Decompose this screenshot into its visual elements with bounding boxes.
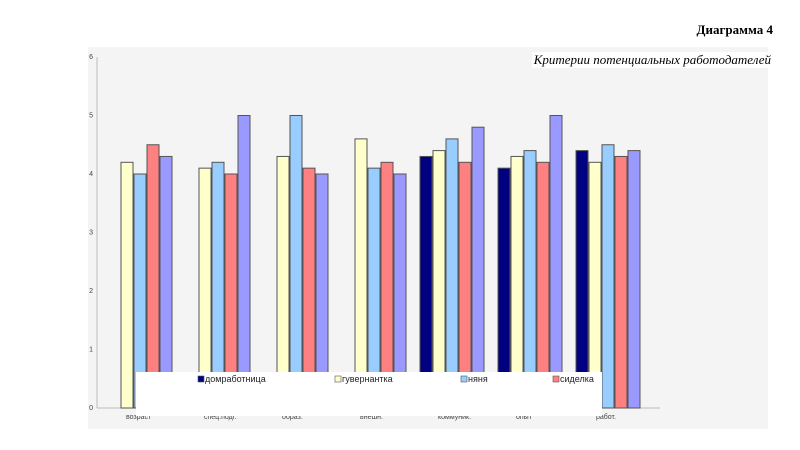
bar	[471, 126, 485, 409]
legend-label: гувернантка	[342, 374, 393, 384]
y-tick-label: 5	[89, 113, 93, 120]
bar	[419, 155, 433, 409]
bar	[146, 144, 160, 409]
y-tick-label: 1	[89, 347, 93, 354]
legend-label: няня	[468, 374, 488, 384]
bar	[211, 161, 225, 409]
legend-swatch	[197, 375, 205, 383]
legend-label: сиделка	[560, 374, 594, 384]
bar	[354, 138, 368, 409]
legend-label: домработница	[205, 374, 266, 384]
bar	[575, 150, 589, 409]
x-tick-label: опыт	[516, 414, 533, 421]
y-tick-label: 2	[89, 288, 93, 295]
bar	[237, 115, 251, 409]
y-tick-label: 6	[89, 54, 93, 61]
bar	[510, 155, 524, 409]
bar	[159, 155, 173, 409]
bar	[432, 150, 446, 409]
y-tick-label: 0	[89, 405, 93, 412]
x-tick-label: спец.подг.	[204, 414, 236, 421]
bar	[614, 155, 628, 409]
x-tick-label: коммуник.	[438, 414, 471, 421]
bar	[445, 138, 459, 409]
legend-swatch	[460, 375, 468, 383]
x-tick-label: возраст	[126, 414, 152, 421]
x-tick-label: работ.	[596, 413, 616, 421]
bar	[588, 161, 602, 409]
legend-swatch	[552, 375, 560, 383]
x-tick-label: внешн.	[360, 414, 383, 421]
bar	[549, 115, 563, 409]
diagram-number: Диаграмма 4	[696, 22, 773, 37]
bar	[523, 150, 537, 409]
bar	[536, 161, 550, 409]
bar	[458, 161, 472, 409]
bar	[276, 155, 290, 409]
chart-title: Критерии потенциальных работодателей	[531, 52, 773, 68]
x-tick-label: образ.	[282, 413, 303, 421]
legend-swatch	[334, 375, 342, 383]
bar	[289, 115, 303, 409]
bar	[601, 144, 615, 409]
legend	[136, 372, 602, 416]
bar	[627, 150, 641, 409]
y-tick-label: 4	[89, 171, 93, 178]
bar	[380, 161, 394, 409]
bar	[120, 161, 134, 409]
y-tick-label: 3	[89, 230, 93, 237]
